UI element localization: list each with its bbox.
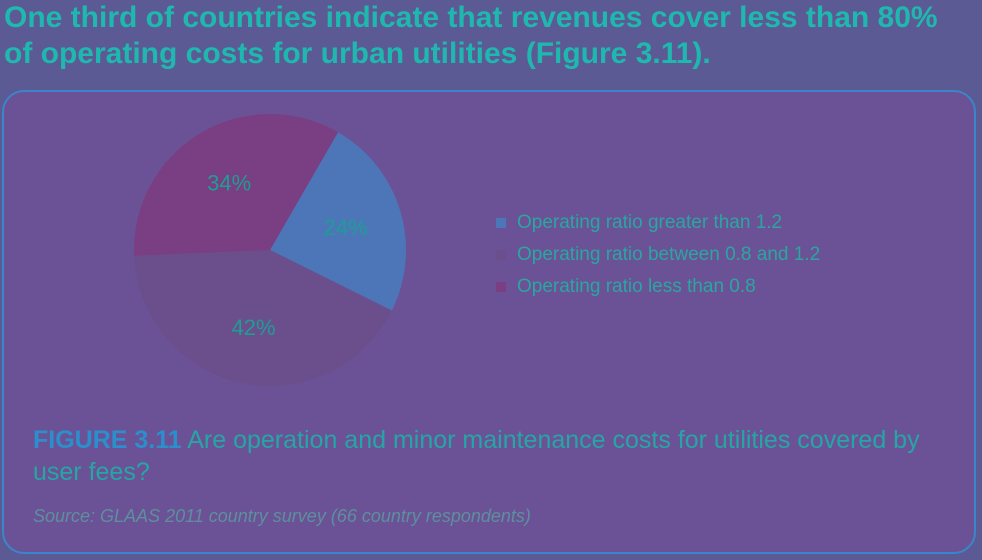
figure-number: FIGURE 3.11: [33, 426, 182, 454]
legend-item: Operating ratio less than 0.8: [496, 271, 820, 303]
pie-slice-operating-ratio-greater-than-1-2: [270, 132, 406, 311]
legend-label: Operating ratio between 0.8 and 1.2: [517, 244, 821, 265]
pie-chart: 24% 42% 34%: [134, 113, 406, 386]
legend-swatch: [496, 218, 506, 228]
legend-item: Operating ratio between 0.8 and 1.2: [496, 239, 820, 271]
legend-swatch: [496, 250, 506, 260]
figure-caption-text: Are operation and minor maintenance cost…: [33, 426, 920, 486]
figure-caption: FIGURE 3.11 Are operation and minor main…: [33, 424, 943, 488]
figure-source: Source: GLAAS 2011 country survey (66 co…: [33, 506, 531, 526]
pie-slice-operating-ratio-between-0-8-and-1-2: [134, 250, 392, 386]
legend-label: Operating ratio greater than 1.2: [517, 212, 783, 233]
chart-legend: Operating ratio greater than 1.2 Operatin…: [496, 207, 820, 303]
pie-slice-operating-ratio-less-than-0-8: [134, 113, 338, 256]
page-heading-line-2: of operating costs for urban utilities (…: [4, 37, 711, 70]
legend-swatch: [496, 282, 506, 292]
page-heading: One third of countries indicate that rev…: [4, 0, 980, 72]
legend-label: Operating ratio less than 0.8: [517, 276, 756, 297]
page-heading-line-1: One third of countries indicate that rev…: [4, 1, 938, 34]
legend-item: Operating ratio greater than 1.2: [496, 207, 820, 239]
pie-data-label: 42%: [232, 315, 276, 340]
pie-data-label: 34%: [207, 171, 251, 196]
pie-data-label: 24%: [323, 215, 367, 240]
